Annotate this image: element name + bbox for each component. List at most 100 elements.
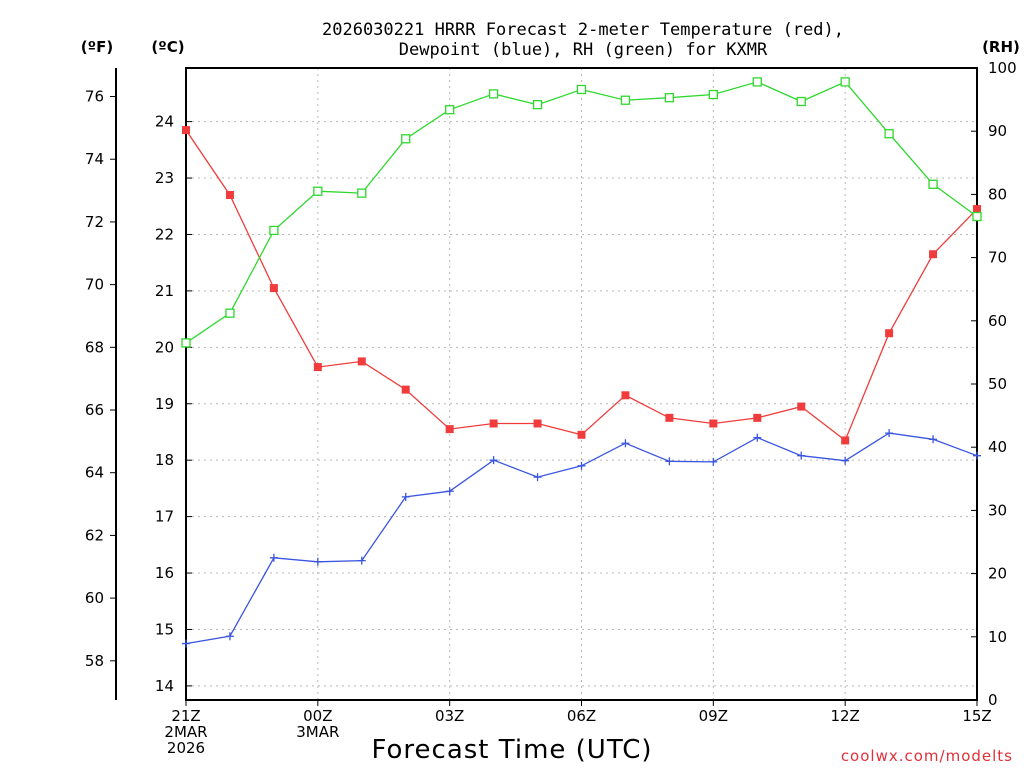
gridlines [186,68,977,700]
time-tick-label: 03Z [435,707,464,725]
dewpoint-marker [665,457,674,466]
rh-axis-unit: (RH) [982,38,1020,56]
rh-marker [181,338,191,348]
rh-marker [928,179,938,189]
temperature-marker [885,329,894,338]
dewpoint-marker [533,473,542,482]
dewpoint-marker [973,451,981,460]
x-axis-title: Forecast Time (UTC) [371,735,652,765]
time-tick-label: 00Z [303,707,332,725]
rh-tick-label: 30 [988,501,1007,519]
fahrenheit-axis-unit: (ºF) [81,38,113,56]
temperature-marker [973,205,981,214]
rh-marker [445,105,455,115]
celsius-tick-label: 23 [155,169,174,187]
fahrenheit-tick-label: 64 [85,464,104,482]
temperature-marker [621,391,630,400]
rh-marker [840,77,850,87]
dewpoint-marker [182,639,190,648]
time-tick-label: 21Z [171,707,200,725]
rh-marker [752,77,762,87]
rh-tick-label: 40 [988,438,1007,456]
rh-tick-label: 20 [988,565,1007,583]
celsius-tick-label: 20 [155,338,174,356]
rh-marker [357,188,367,198]
temperature-series [182,126,981,445]
temperature-marker [797,402,806,411]
rh-marker [532,100,543,110]
time-tick-label: 06Z [567,707,596,725]
temperature-marker [489,419,498,428]
dewpoint-marker [621,439,630,448]
temperature-marker [182,126,190,135]
dewpoint-marker [225,632,234,641]
chart-title-line-1: 2026030221 HRRR Forecast 2-meter Tempera… [322,20,844,40]
dewpoint-marker [489,456,498,465]
time-tick-label: 2026 [167,739,205,757]
temperature-marker [401,385,410,394]
rh-marker [620,95,631,105]
time-tick-label: 15Z [962,707,991,725]
fahrenheit-tick-label: 68 [85,338,104,356]
rh-marker [269,225,279,236]
time-tick-label: 2MAR [164,723,207,741]
temperature-marker [709,419,718,428]
time-tick-label: 12Z [830,707,859,725]
rh-marker [972,211,982,222]
temperature-marker [313,363,322,372]
rh-marker [796,96,806,107]
rh-marker [664,93,675,103]
temperature-marker [841,436,850,445]
temperature-marker [225,190,234,199]
celsius-tick-label: 18 [155,451,174,469]
dewpoint-marker [401,492,410,501]
credit-text: coolwx.com/modelts [841,747,1013,765]
fahrenheit-tick-label: 60 [85,589,104,607]
rh-tick-label: 0 [988,691,998,709]
dewpoint-marker [269,553,278,562]
fahrenheit-tick-label: 76 [85,88,104,106]
temperature-marker [753,413,762,422]
rh-tick-label: 80 [988,185,1007,203]
dewpoint-marker [841,456,850,465]
temperature-marker [269,284,278,293]
celsius-tick-label: 22 [155,225,174,243]
fahrenheit-tick-label: 58 [85,652,104,670]
rh-marker [488,89,499,99]
rh-marker [576,84,587,95]
temperature-marker [577,430,586,439]
celsius-tick-label: 17 [155,508,174,526]
temperature-marker [445,425,454,434]
dewpoint-marker [709,457,718,466]
dewpoint-marker [929,435,938,444]
fahrenheit-tick-label: 66 [85,401,104,419]
time-tick-label: 09Z [699,707,728,725]
rh-tick-labels: 0 10 20 30 40 50 60 70 80 90 100 [988,59,1017,709]
dewpoint-marker [313,557,322,566]
rh-tick-label: 10 [988,628,1007,646]
temperature-marker [533,419,542,428]
axes [110,67,978,706]
celsius-axis-unit: (ºC) [151,38,184,56]
chart-title-line-2: Dewpoint (blue), RH (green) for KXMR [399,40,768,60]
plot-frame [185,67,978,701]
rh-tick-label: 100 [988,59,1017,77]
fahrenheit-tick-label: 72 [85,213,104,231]
temperature-marker [357,357,366,366]
dewpoint-marker [577,461,586,470]
rh-marker [313,186,323,196]
rh-tick-label: 70 [988,249,1007,267]
celsius-tick-label: 15 [155,620,174,638]
time-tick-label: 3MAR [296,723,339,741]
dewpoint-series [182,429,981,648]
rh-tick-label: 90 [988,122,1007,140]
celsius-tick-label: 16 [155,564,174,582]
rh-marker [225,308,235,318]
temperature-marker [665,413,674,422]
dewpoint-marker [797,451,806,460]
celsius-tick-label: 24 [155,113,174,131]
celsius-tick-labels: 14 15 16 17 18 19 20 21 22 23 24 [155,113,174,695]
dewpoint-marker [885,429,894,438]
